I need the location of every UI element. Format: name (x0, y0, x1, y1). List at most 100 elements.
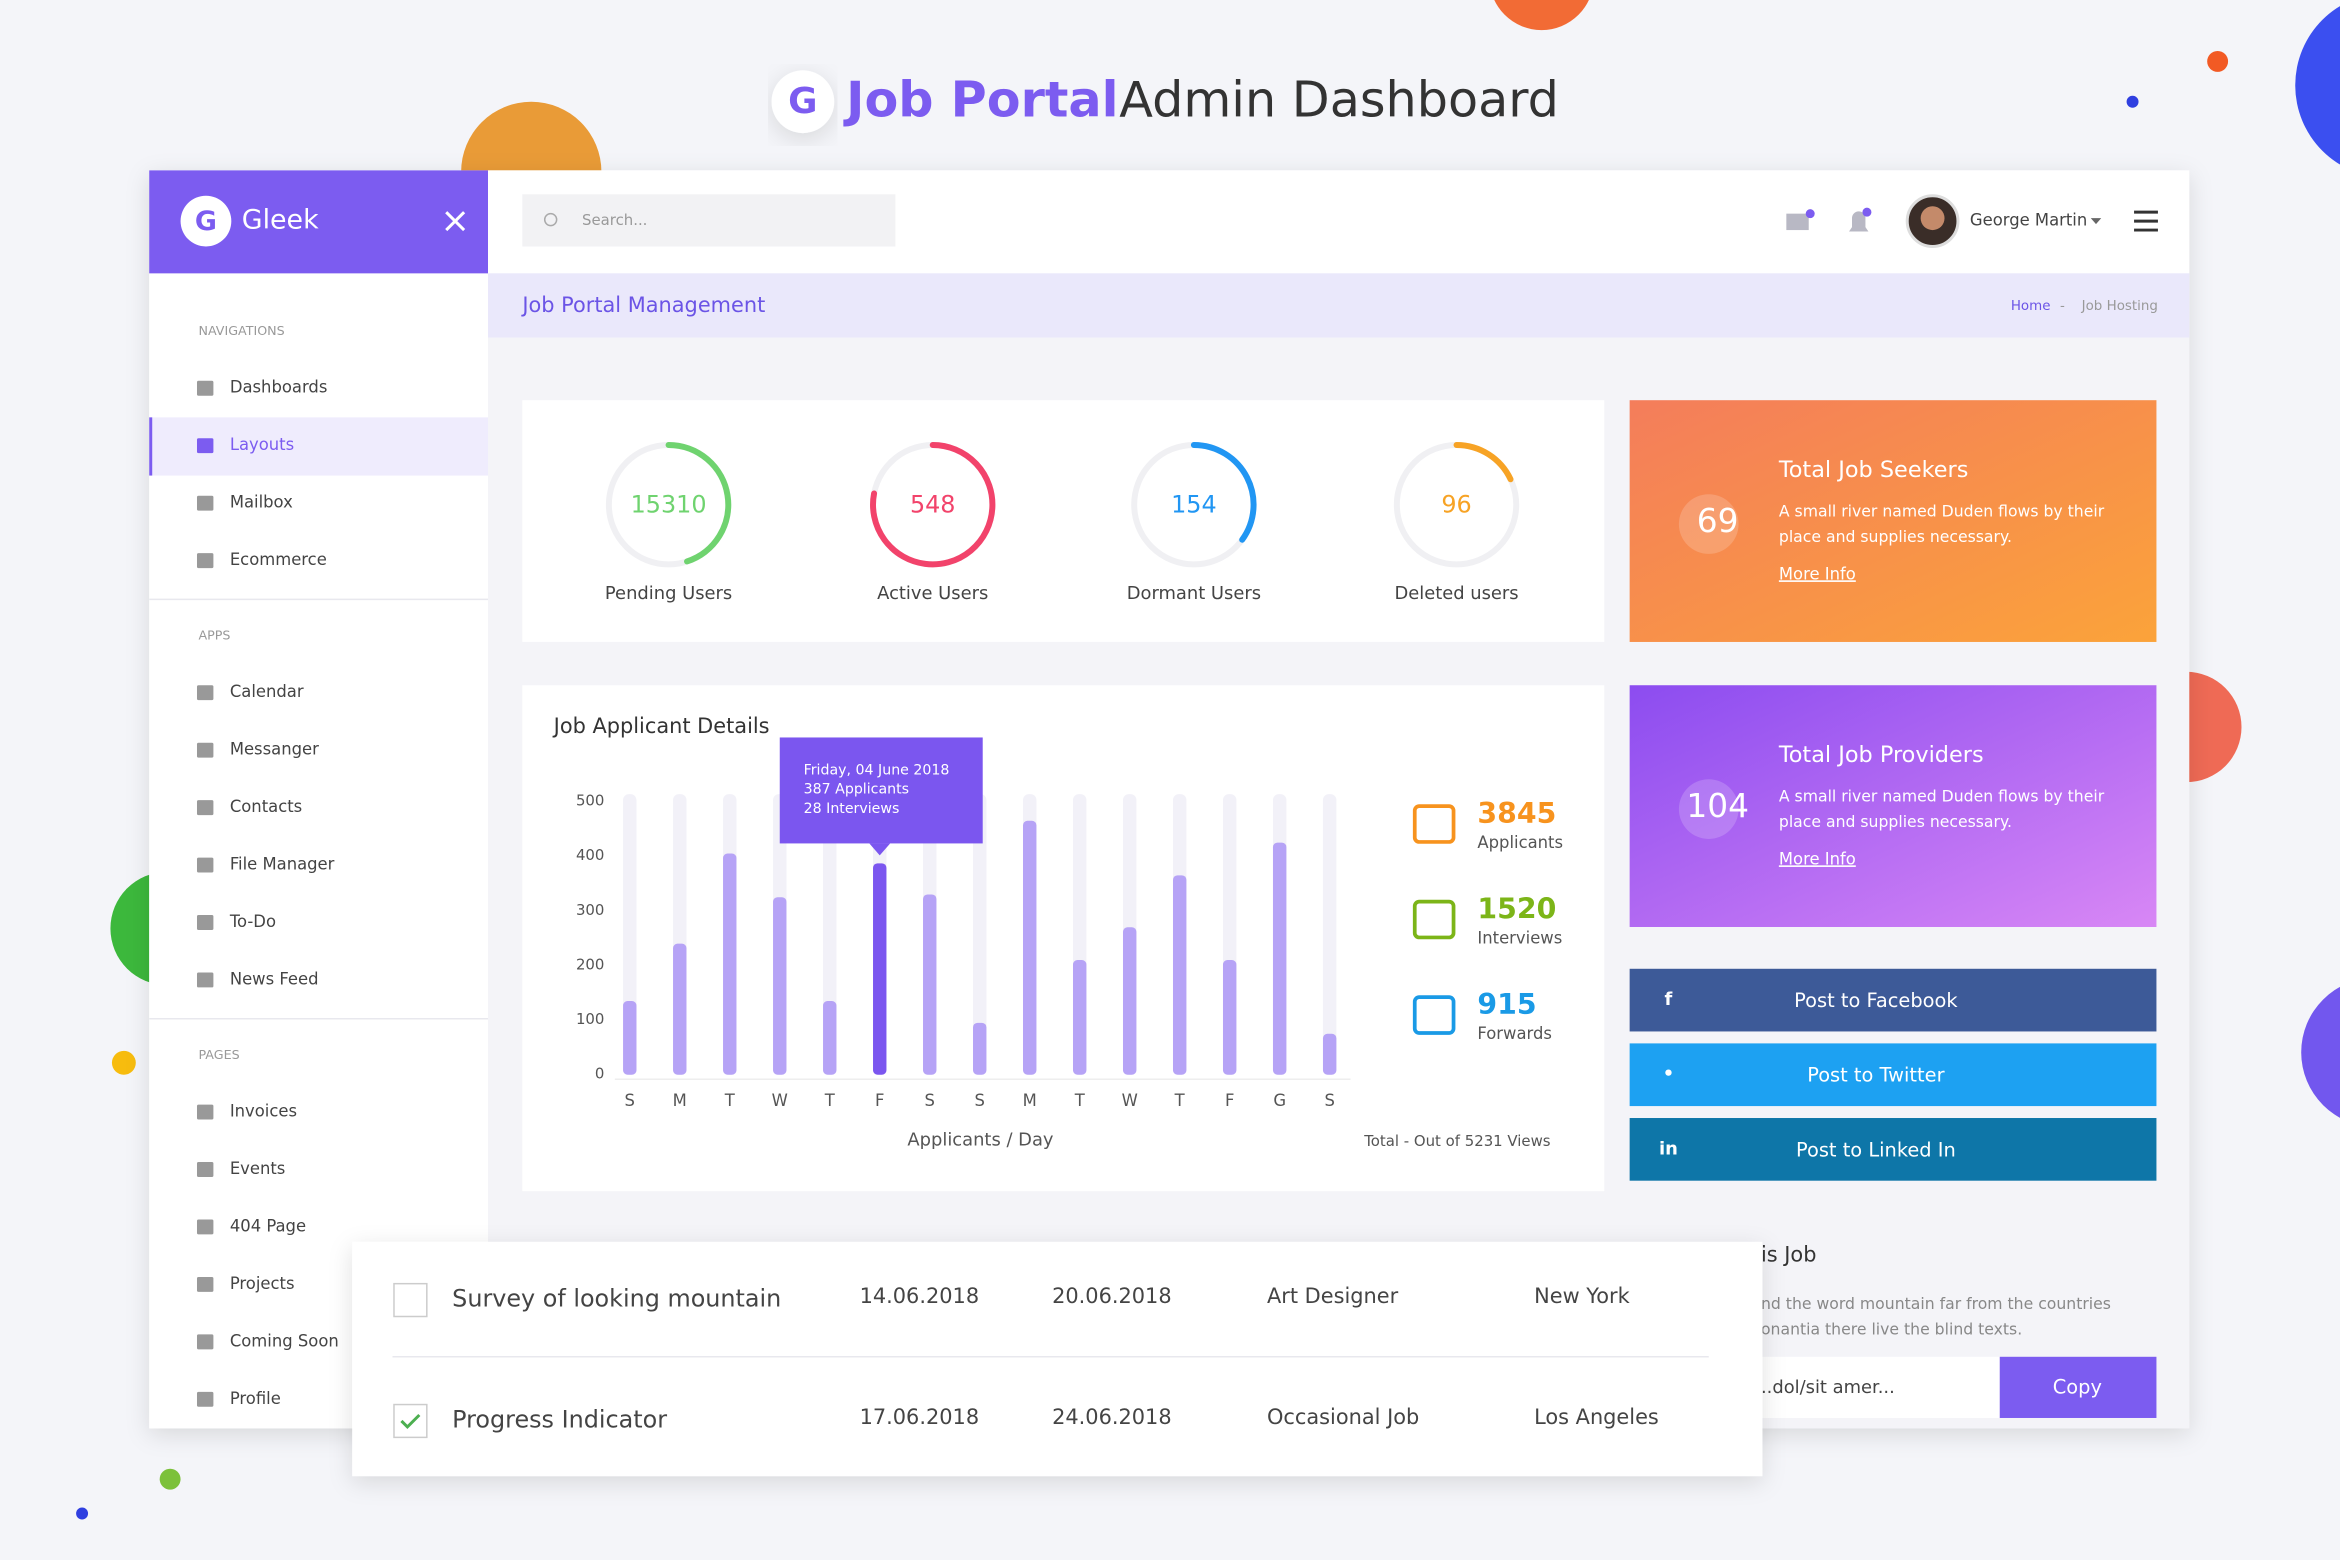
summary-icon (1412, 899, 1456, 940)
nav-item[interactable]: File Manager (230, 855, 335, 874)
y-tick-label: 200 (576, 955, 604, 973)
card-text: place and supplies necessary. (1779, 812, 2012, 831)
avatar-face (1920, 206, 1945, 231)
nav-item[interactable]: Projects (230, 1274, 295, 1293)
nav-icon[interactable] (196, 800, 214, 816)
social-button[interactable] (1629, 1118, 2157, 1181)
nav-item[interactable]: Dashboards (230, 378, 328, 397)
gauge-arc (665, 441, 732, 565)
x-tick-label: S (925, 1091, 935, 1110)
search-box[interactable] (522, 194, 896, 247)
nav-item[interactable]: Calendar (230, 682, 304, 701)
nav-icon[interactable] (196, 1219, 214, 1235)
summary-value: 915 (1477, 988, 1536, 1021)
breadcrumb-home[interactable]: Home (2011, 299, 2051, 314)
nav-item[interactable]: Coming Soon (230, 1331, 339, 1350)
checkbox[interactable] (393, 1282, 428, 1318)
breadcrumb-sep: - (2060, 299, 2065, 314)
copy-button[interactable] (1999, 1356, 2157, 1418)
table-cell: Progress Indicator (452, 1405, 667, 1433)
mail-icon[interactable] (1786, 213, 1809, 231)
nav-icon[interactable] (196, 495, 214, 511)
tooltip-line: 28 Interviews (804, 801, 900, 817)
nav-icon[interactable] (196, 1391, 214, 1407)
nav-item[interactable]: Contacts (230, 797, 302, 816)
app-logo-g: G (195, 206, 217, 237)
bar (823, 1001, 837, 1075)
summary-icon (1412, 804, 1456, 844)
card-badge (1678, 494, 1739, 554)
nav-icon[interactable] (196, 1276, 214, 1292)
nav-item[interactable]: Mailbox (230, 493, 293, 512)
nav-icon[interactable] (196, 1334, 214, 1350)
nav-item[interactable]: Messanger (230, 740, 319, 759)
gauge-value: 96 (1441, 491, 1471, 519)
bar (1023, 820, 1037, 1075)
menu-icon[interactable] (2134, 210, 2158, 232)
nav-icon[interactable] (196, 972, 214, 988)
nav-icon[interactable] (196, 553, 214, 569)
chart-title: Job Applicant Details (552, 714, 770, 738)
nav-item[interactable]: Events (230, 1159, 286, 1178)
y-tick-label: 300 (576, 901, 604, 919)
nav-heading: PAGES (198, 1047, 239, 1062)
gauge-label: Pending Users (605, 583, 732, 604)
social-button[interactable] (1629, 1043, 2157, 1107)
nav-icon[interactable] (196, 438, 214, 454)
tooltip-line: 387 Applicants (804, 782, 909, 798)
card-text: place and supplies necessary. (1779, 527, 2012, 546)
nav-item[interactable]: Ecommerce (230, 550, 327, 569)
brand: Job Portal (843, 71, 1118, 129)
social-button[interactable] (1629, 968, 2157, 1032)
collapse-icon[interactable] (445, 211, 466, 232)
social-label[interactable]: Post to Facebook (1794, 989, 1958, 1012)
table-cell: Occasional Job (1267, 1405, 1419, 1429)
nav-item[interactable]: News Feed (230, 969, 319, 988)
y-tick-label: 100 (576, 1010, 604, 1028)
nav-item[interactable]: To-Do (229, 912, 276, 931)
social-label[interactable]: Post to Twitter (1807, 1064, 1944, 1087)
bell-dot (1862, 207, 1872, 217)
checkbox[interactable] (393, 1403, 428, 1439)
table-card (352, 1241, 1763, 1477)
gauge-value: 15310 (631, 491, 707, 519)
card-link[interactable]: More Info (1779, 564, 1856, 583)
x-tick-label: S (625, 1091, 635, 1110)
tooltip (779, 737, 983, 844)
gauge-label: Deleted users (1394, 583, 1518, 604)
user-name[interactable]: George Martin (1970, 211, 2087, 230)
x-tick-label: F (875, 1091, 884, 1110)
gauge-arc (1190, 441, 1257, 543)
bar (723, 853, 737, 1075)
logo-badge (771, 70, 835, 134)
nav-icon[interactable] (196, 915, 214, 930)
nav-icon[interactable] (196, 685, 214, 701)
nav-icon[interactable] (196, 1162, 214, 1177)
nav-icon[interactable] (196, 380, 214, 396)
nav-item[interactable]: Profile (230, 1389, 281, 1408)
x-tick-label: T (724, 1091, 736, 1110)
card-text: A small river named Duden flows by their (1779, 787, 2105, 806)
nav-item[interactable]: Invoices (230, 1102, 297, 1121)
tooltip-arrow (869, 843, 891, 856)
user-caret (2090, 218, 2102, 225)
bell-icon[interactable] (1849, 211, 1869, 232)
nav-item[interactable]: Layouts (230, 435, 294, 454)
search-icon (543, 212, 558, 227)
table-cell: 14.06.2018 (860, 1284, 980, 1308)
card-link[interactable]: More Info (1779, 849, 1856, 868)
nav-item[interactable]: 404 Page (230, 1216, 306, 1235)
gauge-arc (870, 441, 996, 568)
x-tick-label: T (1074, 1091, 1086, 1110)
share-url: ..dol/sit amer... (1761, 1377, 1895, 1398)
table-cell: 20.06.2018 (1052, 1284, 1172, 1308)
share-input[interactable] (1760, 1356, 2000, 1418)
copy-label[interactable]: Copy (2053, 1376, 2102, 1399)
social-label[interactable]: Post to Linked In (1796, 1138, 1956, 1161)
summary-label: Applicants (1477, 833, 1563, 852)
nav-icon[interactable] (196, 1104, 214, 1120)
nav-icon[interactable] (196, 742, 214, 758)
section-title: Job Portal Management (520, 293, 765, 317)
nav-icon[interactable] (196, 857, 214, 873)
